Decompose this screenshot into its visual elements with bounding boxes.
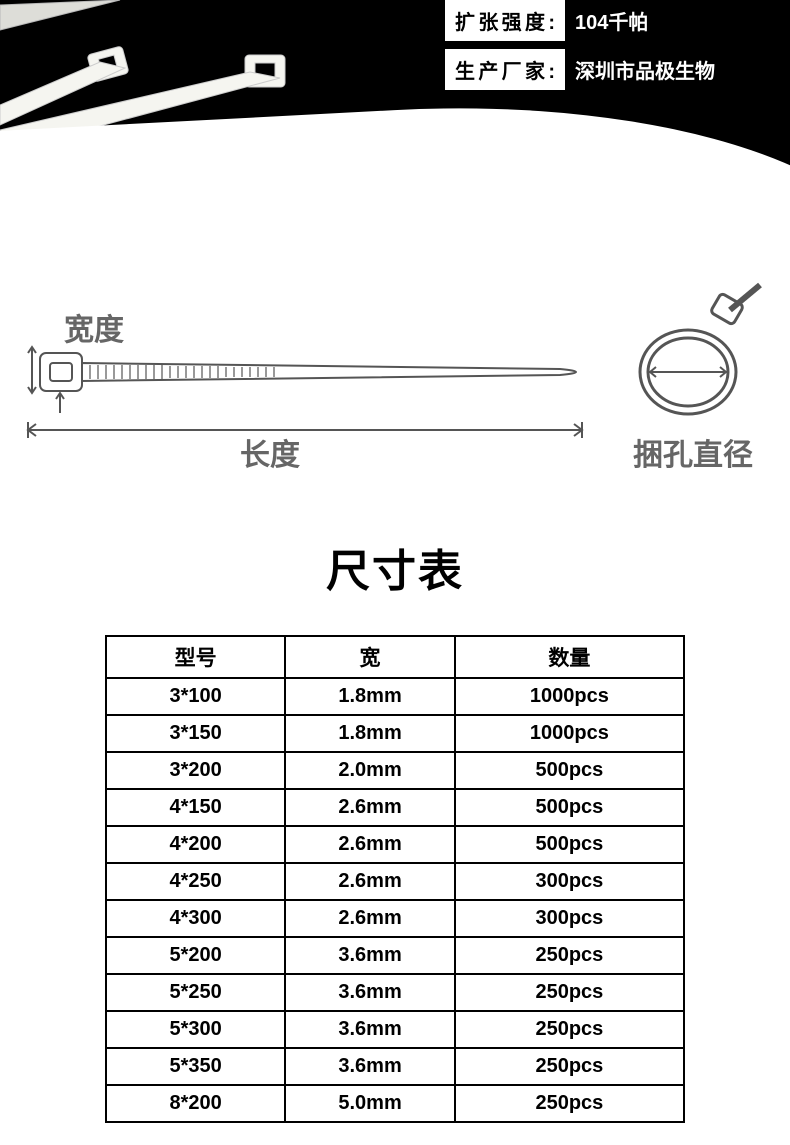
cell-width: 3.6mm — [285, 1048, 454, 1085]
loop-diameter-label: 捆孔直径 — [633, 430, 753, 474]
table-row: 3*2002.0mm500pcs — [106, 752, 684, 789]
table-row: 4*3002.6mm300pcs — [106, 900, 684, 937]
product-image-area — [0, 0, 420, 200]
length-dimension-label: 长度 — [240, 430, 300, 474]
dimension-diagram: 宽度 — [0, 280, 790, 480]
cell-model: 4*150 — [106, 789, 285, 826]
table-row: 5*2503.6mm250pcs — [106, 974, 684, 1011]
cell-model: 4*200 — [106, 826, 285, 863]
manufacturer-continuation: 科技有限公司 — [445, 110, 780, 139]
table-row: 4*2002.6mm500pcs — [106, 826, 684, 863]
info-row-manufacturer: 生产厂家: 深圳市品极生物 — [445, 49, 780, 90]
cable-tie-side-view-icon — [20, 335, 600, 425]
tensile-strength-label: 扩张强度: — [445, 0, 565, 41]
table-row: 5*3503.6mm250pcs — [106, 1048, 684, 1085]
cell-width: 5.0mm — [285, 1085, 454, 1122]
table-row: 4*1502.6mm500pcs — [106, 789, 684, 826]
cell-width: 2.0mm — [285, 752, 454, 789]
cell-quantity: 500pcs — [455, 789, 684, 826]
tensile-strength-value: 104千帕 — [565, 6, 648, 35]
cell-width: 1.8mm — [285, 678, 454, 715]
cell-quantity: 250pcs — [455, 1048, 684, 1085]
cell-model: 8*200 — [106, 1085, 285, 1122]
manufacturer-label: 生产厂家: — [445, 49, 565, 90]
cell-width: 1.8mm — [285, 715, 454, 752]
column-header-width: 宽 — [285, 636, 454, 678]
cell-quantity: 250pcs — [455, 1011, 684, 1048]
header-black-section: 扩张强度: 104千帕 生产厂家: 深圳市品极生物 科技有限公司 — [0, 0, 790, 250]
column-header-quantity: 数量 — [455, 636, 684, 678]
table-row: 5*3003.6mm250pcs — [106, 1011, 684, 1048]
cell-model: 3*100 — [106, 678, 285, 715]
cell-quantity: 500pcs — [455, 826, 684, 863]
cell-quantity: 250pcs — [455, 937, 684, 974]
manufacturer-value: 深圳市品极生物 — [565, 55, 715, 84]
cable-tie-loop-icon — [620, 280, 770, 430]
cell-model: 4*300 — [106, 900, 285, 937]
cell-width: 2.6mm — [285, 789, 454, 826]
table-row: 3*1501.8mm1000pcs — [106, 715, 684, 752]
length-dimension-arrow-icon — [20, 415, 590, 445]
cell-width: 2.6mm — [285, 900, 454, 937]
size-table: 型号 宽 数量 3*1001.8mm1000pcs3*1501.8mm1000p… — [105, 635, 685, 1123]
cell-model: 5*350 — [106, 1048, 285, 1085]
cell-width: 3.6mm — [285, 1011, 454, 1048]
product-info-block: 扩张强度: 104千帕 生产厂家: 深圳市品极生物 科技有限公司 — [445, 0, 780, 139]
cell-model: 3*150 — [106, 715, 285, 752]
cell-quantity: 500pcs — [455, 752, 684, 789]
cell-quantity: 250pcs — [455, 974, 684, 1011]
table-row: 5*2003.6mm250pcs — [106, 937, 684, 974]
cell-model: 5*250 — [106, 974, 285, 1011]
cell-model: 5*300 — [106, 1011, 285, 1048]
cell-quantity: 250pcs — [455, 1085, 684, 1122]
cell-model: 3*200 — [106, 752, 285, 789]
info-row-tensile: 扩张强度: 104千帕 — [445, 0, 780, 41]
cell-quantity: 1000pcs — [455, 715, 684, 752]
size-table-title: 尺寸表 — [0, 535, 790, 599]
cell-model: 4*250 — [106, 863, 285, 900]
cell-width: 3.6mm — [285, 974, 454, 1011]
cell-width: 3.6mm — [285, 937, 454, 974]
cell-width: 2.6mm — [285, 826, 454, 863]
column-header-model: 型号 — [106, 636, 285, 678]
cell-width: 2.6mm — [285, 863, 454, 900]
table-row: 3*1001.8mm1000pcs — [106, 678, 684, 715]
cell-quantity: 300pcs — [455, 863, 684, 900]
table-row: 4*2502.6mm300pcs — [106, 863, 684, 900]
cell-quantity: 300pcs — [455, 900, 684, 937]
table-header-row: 型号 宽 数量 — [106, 636, 684, 678]
table-row: 8*2005.0mm250pcs — [106, 1085, 684, 1122]
cell-model: 5*200 — [106, 937, 285, 974]
cell-quantity: 1000pcs — [455, 678, 684, 715]
